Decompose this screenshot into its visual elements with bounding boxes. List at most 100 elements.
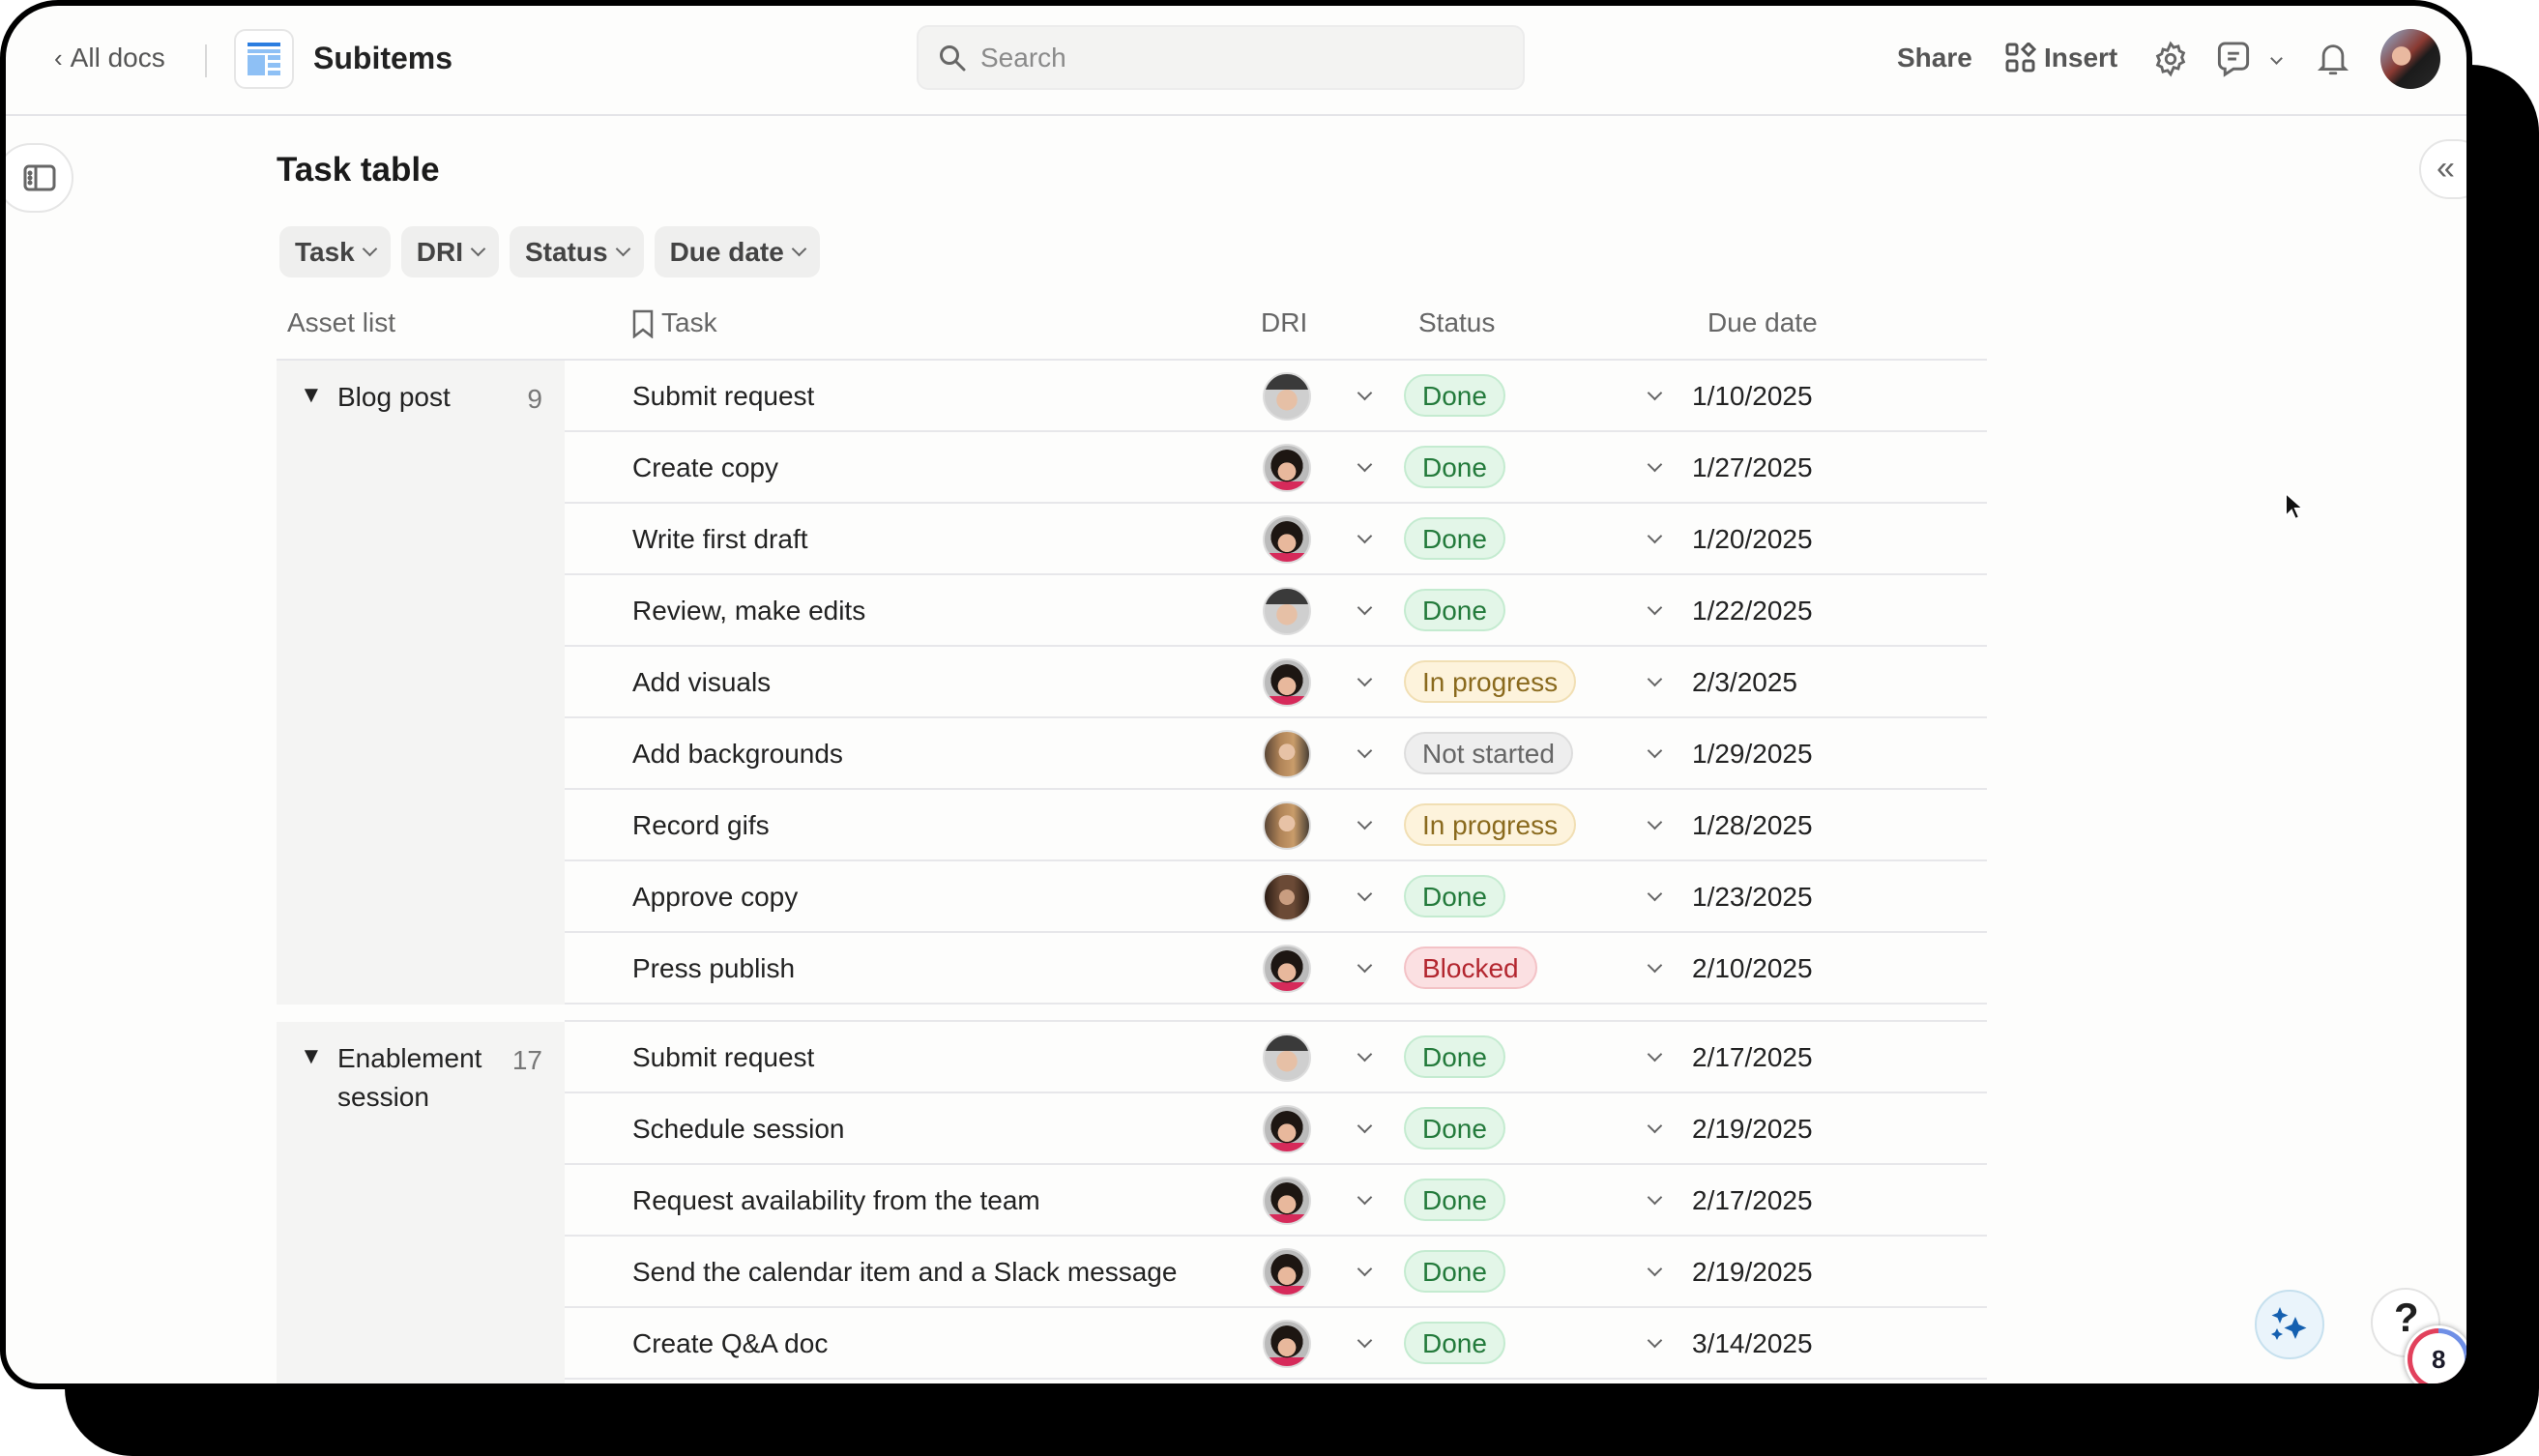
- task-cell[interactable]: Create Q&A doc: [632, 1328, 829, 1358]
- sidebar-toggle-button[interactable]: [6, 143, 73, 213]
- dri-dropdown-chevron-icon[interactable]: [1357, 1118, 1373, 1136]
- due-date-cell[interactable]: 1/27/2025: [1692, 452, 1813, 482]
- due-date-cell[interactable]: 1/22/2025: [1692, 596, 1813, 626]
- dri-dropdown-chevron-icon[interactable]: [1357, 957, 1373, 976]
- status-dropdown-chevron-icon[interactable]: [1647, 1261, 1663, 1279]
- collapse-triangle-icon[interactable]: ▼: [300, 1043, 323, 1069]
- status-dropdown-chevron-icon[interactable]: [1647, 886, 1663, 904]
- dri-dropdown-chevron-icon[interactable]: [1357, 743, 1373, 761]
- dri-dropdown-chevron-icon[interactable]: [1357, 1189, 1373, 1208]
- task-cell[interactable]: Review, make edits: [632, 596, 866, 626]
- task-cell[interactable]: Schedule session: [632, 1114, 845, 1144]
- table-row[interactable]: Create copy Done 1/27/2025: [565, 432, 1987, 504]
- status-dropdown-chevron-icon[interactable]: [1647, 456, 1663, 475]
- table-row[interactable]: Send the calendar item and a Slack messa…: [565, 1237, 1987, 1308]
- dri-avatar[interactable]: [1263, 945, 1311, 993]
- status-badge[interactable]: Done: [1404, 1179, 1505, 1221]
- status-badge[interactable]: Done: [1404, 1035, 1505, 1078]
- table-row[interactable]: Schedule session Done 2/19/2025: [565, 1093, 1987, 1165]
- ai-assistant-button[interactable]: [2255, 1290, 2324, 1359]
- status-badge[interactable]: Done: [1404, 446, 1505, 488]
- dri-avatar[interactable]: [1263, 1105, 1311, 1153]
- dri-dropdown-chevron-icon[interactable]: [1357, 1046, 1373, 1064]
- status-badge[interactable]: Done: [1404, 1250, 1505, 1293]
- due-date-cell[interactable]: 2/19/2025: [1692, 1257, 1813, 1287]
- status-dropdown-chevron-icon[interactable]: [1647, 814, 1663, 832]
- dri-avatar[interactable]: [1263, 1034, 1311, 1082]
- due-date-cell[interactable]: 2/17/2025: [1692, 1185, 1813, 1215]
- status-dropdown-chevron-icon[interactable]: [1647, 743, 1663, 761]
- table-row[interactable]: Write first draft Done 1/20/2025: [565, 504, 1987, 575]
- table-row[interactable]: Request availability from the team Done …: [565, 1165, 1987, 1237]
- dri-dropdown-chevron-icon[interactable]: [1357, 528, 1373, 546]
- filter-due-date[interactable]: Due date: [654, 226, 820, 277]
- comments-icon[interactable]: [2216, 41, 2251, 82]
- status-dropdown-chevron-icon[interactable]: [1647, 957, 1663, 976]
- due-date-cell[interactable]: 1/29/2025: [1692, 739, 1813, 769]
- status-badge[interactable]: Done: [1404, 875, 1505, 917]
- dri-avatar[interactable]: [1263, 1248, 1311, 1296]
- status-dropdown-chevron-icon[interactable]: [1647, 528, 1663, 546]
- dri-dropdown-chevron-icon[interactable]: [1357, 814, 1373, 832]
- status-badge[interactable]: Done: [1404, 589, 1505, 631]
- task-cell[interactable]: Record gifs: [632, 810, 770, 840]
- due-date-cell[interactable]: 3/14/2025: [1692, 1328, 1813, 1358]
- status-dropdown-chevron-icon[interactable]: [1647, 1046, 1663, 1064]
- dri-avatar[interactable]: [1263, 444, 1311, 492]
- task-cell[interactable]: Request availability from the team: [632, 1185, 1040, 1215]
- dri-avatar[interactable]: [1263, 515, 1311, 564]
- due-date-cell[interactable]: 1/23/2025: [1692, 882, 1813, 912]
- table-row[interactable]: Approve copy Done 1/23/2025: [565, 861, 1987, 933]
- dri-avatar[interactable]: [1263, 372, 1311, 421]
- column-header-asset-list[interactable]: Asset list: [287, 307, 396, 337]
- filter-task[interactable]: Task: [279, 226, 391, 277]
- dri-dropdown-chevron-icon[interactable]: [1357, 599, 1373, 618]
- status-badge[interactable]: Blocked: [1404, 946, 1537, 989]
- column-header-task[interactable]: Task: [661, 307, 717, 337]
- filter-dri[interactable]: DRI: [400, 226, 499, 277]
- column-header-dri[interactable]: DRI: [1261, 307, 1308, 337]
- due-date-cell[interactable]: 2/3/2025: [1692, 667, 1797, 697]
- table-row[interactable]: Submit request Done 2/17/2025: [565, 1022, 1987, 1093]
- status-badge[interactable]: Done: [1404, 374, 1505, 417]
- task-cell[interactable]: Add backgrounds: [632, 739, 843, 769]
- doc-table-icon[interactable]: [234, 29, 294, 89]
- search-input[interactable]: Search: [917, 25, 1525, 90]
- collapse-panel-chevrons-icon[interactable]: «: [2419, 139, 2466, 199]
- due-date-cell[interactable]: 1/20/2025: [1692, 524, 1813, 554]
- filter-status[interactable]: Status: [509, 226, 644, 277]
- due-date-cell[interactable]: 2/17/2025: [1692, 1042, 1813, 1072]
- dri-avatar[interactable]: [1263, 1177, 1311, 1225]
- due-date-cell[interactable]: 1/28/2025: [1692, 810, 1813, 840]
- dri-dropdown-chevron-icon[interactable]: [1357, 886, 1373, 904]
- dri-avatar[interactable]: [1263, 658, 1311, 707]
- status-dropdown-chevron-icon[interactable]: [1647, 671, 1663, 689]
- table-row[interactable]: Add visuals In progress 2/3/2025: [565, 647, 1987, 718]
- dri-dropdown-chevron-icon[interactable]: [1357, 1261, 1373, 1279]
- column-header-due-date[interactable]: Due date: [1707, 307, 1818, 337]
- due-date-cell[interactable]: 2/10/2025: [1692, 953, 1813, 983]
- share-button[interactable]: Share: [1897, 43, 1972, 73]
- status-dropdown-chevron-icon[interactable]: [1647, 599, 1663, 618]
- column-header-status[interactable]: Status: [1418, 307, 1496, 337]
- user-avatar[interactable]: [2380, 29, 2440, 89]
- status-dropdown-chevron-icon[interactable]: [1647, 1118, 1663, 1136]
- dri-avatar[interactable]: [1263, 587, 1311, 635]
- dri-avatar[interactable]: [1263, 801, 1311, 850]
- status-badge[interactable]: In progress: [1404, 660, 1577, 703]
- dri-dropdown-chevron-icon[interactable]: [1357, 385, 1373, 403]
- table-row[interactable]: Create Q&A doc Done 3/14/2025: [565, 1308, 1987, 1380]
- table-row[interactable]: Review, make edits Done 1/22/2025: [565, 575, 1987, 647]
- table-row[interactable]: Add backgrounds Not started 1/29/2025: [565, 718, 1987, 790]
- status-badge[interactable]: Not started: [1404, 732, 1573, 774]
- status-dropdown-chevron-icon[interactable]: [1647, 385, 1663, 403]
- dri-dropdown-chevron-icon[interactable]: [1357, 1332, 1373, 1351]
- insert-button[interactable]: Insert: [2005, 43, 2117, 73]
- task-cell[interactable]: Press publish: [632, 953, 796, 983]
- dri-avatar[interactable]: [1263, 873, 1311, 921]
- status-dropdown-chevron-icon[interactable]: [1647, 1189, 1663, 1208]
- dri-dropdown-chevron-icon[interactable]: [1357, 671, 1373, 689]
- task-cell[interactable]: Approve copy: [632, 882, 799, 912]
- task-cell[interactable]: Add visuals: [632, 667, 772, 697]
- status-dropdown-chevron-icon[interactable]: [1647, 1332, 1663, 1351]
